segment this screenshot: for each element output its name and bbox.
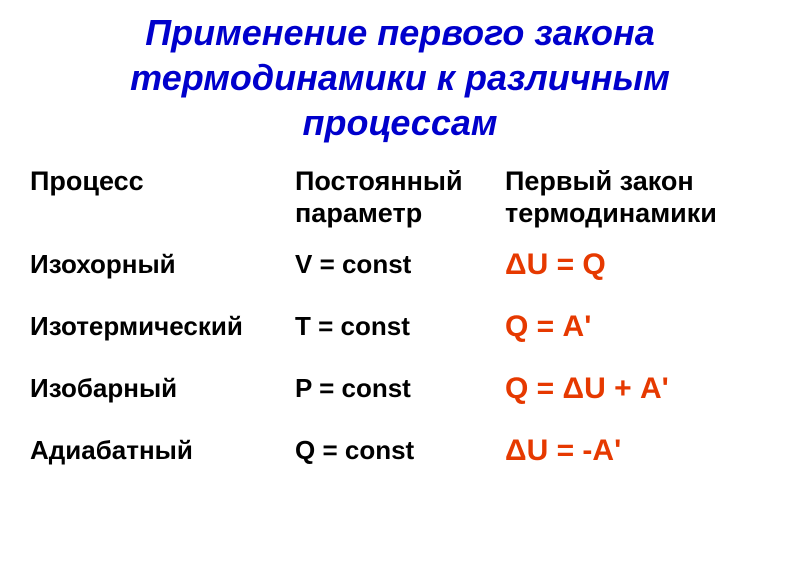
table-row: Изотермический T = const Q = А'	[30, 310, 770, 344]
cell-param: P = const	[295, 373, 505, 404]
cell-process: Изохорный	[30, 249, 295, 280]
cell-process: Изобарный	[30, 373, 295, 404]
cell-process: Адиабатный	[30, 435, 295, 466]
header-process: Процесс	[30, 165, 295, 230]
cell-param: Q = const	[295, 435, 505, 466]
table-row: Адиабатный Q = const ΔU = -А'	[30, 434, 770, 468]
cell-param: T = const	[295, 311, 505, 342]
header-law: Первый закон термодинамики	[505, 165, 770, 230]
cell-process: Изотермический	[30, 311, 295, 342]
table-row: Изобарный P = const Q = ΔU + А'	[30, 372, 770, 406]
table-row: Изохорный V = const ΔU = Q	[30, 248, 770, 282]
cell-formula: Q = А'	[505, 310, 770, 344]
cell-formula: ΔU = Q	[505, 248, 770, 282]
table-header-row: Процесс Постоянный параметр Первый закон…	[30, 165, 770, 230]
cell-param: V = const	[295, 249, 505, 280]
header-param: Постоянный параметр	[295, 165, 505, 230]
thermo-table: Процесс Постоянный параметр Первый закон…	[30, 165, 770, 468]
page-title: Применение первого закона термодинамики …	[30, 10, 770, 145]
cell-formula: ΔU = -А'	[505, 434, 770, 468]
cell-formula: Q = ΔU + А'	[505, 372, 770, 406]
